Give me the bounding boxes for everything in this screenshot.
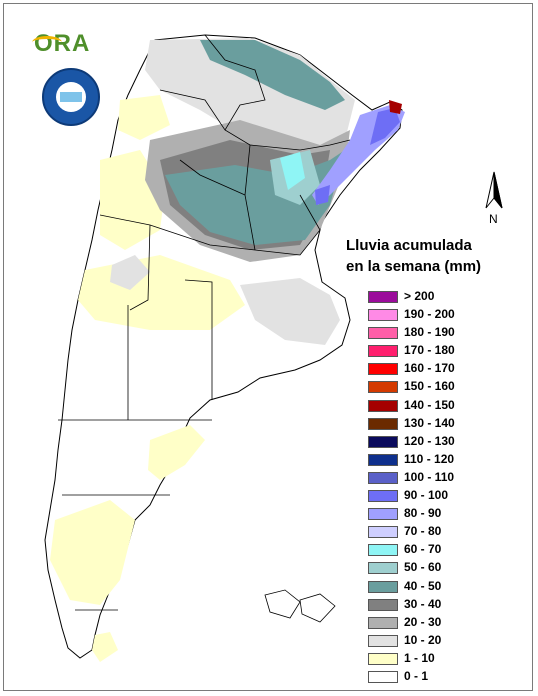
legend-swatch [368, 598, 398, 611]
legend-swatch [368, 417, 398, 430]
rain-zone-10-20 [110, 255, 150, 290]
rain-zone-90-100 [370, 108, 400, 145]
legend-label: 160 - 170 [404, 361, 455, 376]
legend-swatch [368, 453, 398, 466]
rain-zone-10-20 [240, 278, 340, 345]
malvinas-islands [264, 589, 336, 623]
ora-logo: ORA [32, 30, 91, 57]
legend-label: 180 - 190 [404, 325, 455, 340]
legend-swatch [368, 309, 398, 322]
rain-zone-40-50 [200, 40, 345, 110]
rain-zone-90-100 [315, 185, 330, 205]
legend-label: > 200 [404, 289, 435, 303]
legend-swatch [368, 327, 398, 340]
province-borders [58, 34, 351, 611]
legend-swatch [368, 580, 398, 593]
legend-label: 70 - 80 [404, 524, 442, 539]
map-frame [3, 3, 533, 691]
legend-swatch [368, 291, 398, 303]
legend-label: 100 - 110 [404, 469, 455, 484]
legend-swatch [368, 616, 398, 629]
legend-label: 20 - 30 [404, 614, 442, 629]
legend-swatch [368, 381, 398, 394]
rain-zone-60-70 [280, 152, 305, 190]
legend-label: 80 - 90 [404, 506, 442, 521]
legend-swatch [368, 652, 398, 665]
legend-label: 120 - 130 [404, 433, 455, 448]
legend-swatch [368, 399, 398, 412]
agency-seal-logo [42, 68, 100, 126]
legend-label: 130 - 140 [404, 415, 455, 430]
legend-swatch [368, 508, 398, 521]
legend-label: 40 - 50 [404, 578, 442, 593]
legend-label: 170 - 180 [404, 343, 455, 358]
rain-zone-1-10 [148, 425, 205, 480]
legend-title-line1: Lluvia acumulada [346, 237, 472, 254]
legend-label: 140 - 150 [404, 397, 455, 412]
legend-label: 90 - 100 [404, 488, 449, 503]
legend-label: 110 - 120 [404, 451, 455, 466]
legend-swatch [368, 634, 398, 647]
legend-swatch [368, 345, 398, 358]
legend-label: 0 - 1 [404, 668, 429, 683]
legend-label: 150 - 160 [404, 379, 455, 394]
legend-label: 60 - 70 [404, 542, 442, 557]
rain-zone-140-150 [389, 100, 402, 114]
north-label: N [489, 212, 498, 226]
rain-zone-1-10 [50, 500, 135, 605]
legend-swatch [368, 670, 398, 683]
legend-swatch [368, 471, 398, 484]
legend-swatch [368, 490, 398, 503]
legend-label: 30 - 40 [404, 596, 442, 611]
legend-label: 50 - 60 [404, 560, 442, 575]
legend-label: 10 - 20 [404, 632, 442, 647]
legend-label: 1 - 10 [404, 650, 435, 665]
legend-swatch [368, 562, 398, 575]
legend-swatch [368, 526, 398, 539]
rain-zone-1-10 [118, 95, 170, 140]
legend-swatch [368, 544, 398, 557]
rain-zone-1-10 [92, 632, 118, 662]
legend-title-line2: en la semana (mm) [346, 258, 482, 275]
legend-label: 190 - 200 [404, 307, 455, 322]
legend-swatch [368, 435, 398, 448]
north-arrow-icon [485, 171, 503, 209]
legend-swatch [368, 363, 398, 376]
